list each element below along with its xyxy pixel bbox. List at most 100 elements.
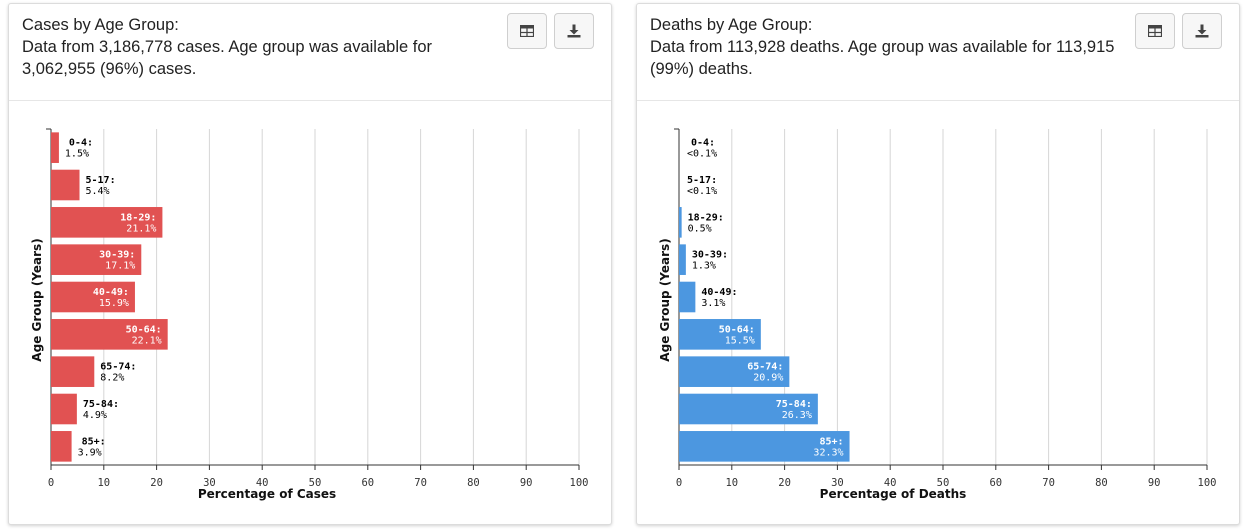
bar-value-label: <0.1% [687,186,717,197]
deaths-chart-card: Deaths by Age Group: Data from 113,928 d… [636,3,1240,525]
bar[interactable] [51,393,77,425]
bar-value-label: 17.1% [105,261,135,272]
download-icon [567,24,581,38]
deaths-download-button[interactable] [1182,13,1222,49]
bar-category-label: 75-84: [776,399,812,410]
deaths-view-table-button[interactable] [1135,13,1175,49]
x-tick-label: 30 [831,477,844,489]
x-tick-label: 10 [725,477,738,489]
cases-view-table-button[interactable] [507,13,547,49]
bar-value-label: 22.1% [132,335,162,346]
cases-title-line3: 3,062,955 (96%) cases. [22,60,197,78]
bar-category-label: 30-39: [692,250,728,261]
x-tick-label: 90 [520,477,533,489]
bar-category-label: 40-49: [93,287,129,298]
cases-title-line1: Cases by Age Group: [22,16,179,34]
bar-value-label: 3.9% [78,447,102,458]
cases-download-button[interactable] [554,13,594,49]
bar-category-label: 50-64: [719,324,755,335]
x-tick-label: 100 [1198,477,1217,489]
bar-value-label: 1.3% [692,261,716,272]
bar[interactable] [679,393,818,425]
cases-card-header: Cases by Age Group: Data from 3,186,778 … [9,4,611,101]
bar-value-label: 3.1% [701,298,725,309]
bar-category-label: 30-39: [99,250,135,261]
x-axis-title: Percentage of Cases [198,487,336,501]
x-tick-label: 60 [361,477,374,489]
bar-category-label: 85+: [82,436,106,447]
y-axis-title: Age Group (Years) [30,238,44,361]
bar[interactable] [679,356,790,387]
bar-category-label: 0-4: [69,138,93,149]
x-tick-label: 90 [1148,477,1161,489]
y-axis-title: Age Group (Years) [658,238,672,361]
bar[interactable] [51,356,95,387]
cases-title-line2: Data from 3,186,778 cases. Age group was… [22,38,432,56]
bar-value-label: 20.9% [753,373,783,384]
bar[interactable] [51,281,135,313]
bar-value-label: 0.5% [688,223,712,234]
bar-category-label: 0-4: [691,138,715,149]
bar-category-label: 65-74: [747,362,783,373]
bar-value-label: 15.9% [99,298,129,309]
bar[interactable] [51,319,168,350]
cases-chart-card: Cases by Age Group: Data from 3,186,778 … [8,3,612,525]
x-axis-title: Percentage of Deaths [820,487,967,501]
cases-bar-chart: 0 10 20 30 40 50 60 70 80 90 100 Percentage of Case… [30,128,589,501]
bar-value-label: 1.5% [65,149,89,160]
x-tick-label: 70 [1042,477,1055,489]
x-tick-label: 50 [309,477,322,489]
bar[interactable] [679,281,696,313]
x-tick-label: 30 [203,477,216,489]
bar-value-label: 8.2% [100,373,124,384]
deaths-title-line1: Deaths by Age Group: [650,16,813,34]
bar[interactable] [51,244,142,275]
bar[interactable] [679,431,850,462]
x-tick-label: 20 [778,477,791,489]
bar-value-label: 4.9% [83,410,107,421]
bar-category-label: 40-49: [701,287,737,298]
bar-value-label: 21.1% [126,223,156,234]
table-icon [1148,25,1162,37]
bar-category-label: 5-17: [687,175,717,186]
deaths-chart-title: Deaths by Age Group: Data from 113,928 d… [650,14,1120,80]
bar-category-label: 5-17: [86,175,116,186]
bar[interactable] [51,207,163,238]
bar-category-label: 75-84: [83,399,119,410]
bar[interactable] [51,132,59,163]
x-tick-label: 60 [989,477,1002,489]
x-tick-label: 40 [884,477,897,489]
cases-chart-title: Cases by Age Group: Data from 3,186,778 … [22,14,492,80]
bar-value-label: 26.3% [782,410,812,421]
download-icon [1195,24,1209,38]
x-tick-label: 50 [937,477,950,489]
bar-value-label: <0.1% [687,149,717,160]
bar[interactable] [51,169,80,201]
bar-value-label: 32.3% [813,447,843,458]
x-tick-label: 40 [256,477,269,489]
x-tick-label: 100 [570,477,589,489]
x-tick-label: 20 [150,477,163,489]
bar-category-label: 18-29: [120,212,156,223]
bar-value-label: 5.4% [86,186,110,197]
bar-category-label: 65-74: [100,362,136,373]
x-tick-label: 70 [414,477,427,489]
bar-category-label: 18-29: [688,212,724,223]
x-tick-label: 0 [676,477,682,489]
bar[interactable] [679,319,761,350]
deaths-bar-chart: 0 10 20 30 40 50 60 70 80 90 100 Percentage of Deat… [658,128,1217,501]
x-tick-label: 10 [97,477,110,489]
bar[interactable] [679,244,686,275]
deaths-title-line3: (99%) deaths. [650,60,753,78]
bar-category-label: 85+: [819,436,843,447]
x-tick-label: 80 [1095,477,1108,489]
table-icon [520,25,534,37]
deaths-title-line2: Data from 113,928 deaths. Age group was … [650,38,1115,56]
bar-category-label: 50-64: [126,324,162,335]
bar-value-label: 15.5% [725,335,755,346]
x-tick-label: 80 [467,477,480,489]
x-tick-label: 0 [48,477,54,489]
bar[interactable] [51,431,72,462]
bar[interactable] [679,207,682,238]
deaths-card-header: Deaths by Age Group: Data from 113,928 d… [637,4,1239,101]
